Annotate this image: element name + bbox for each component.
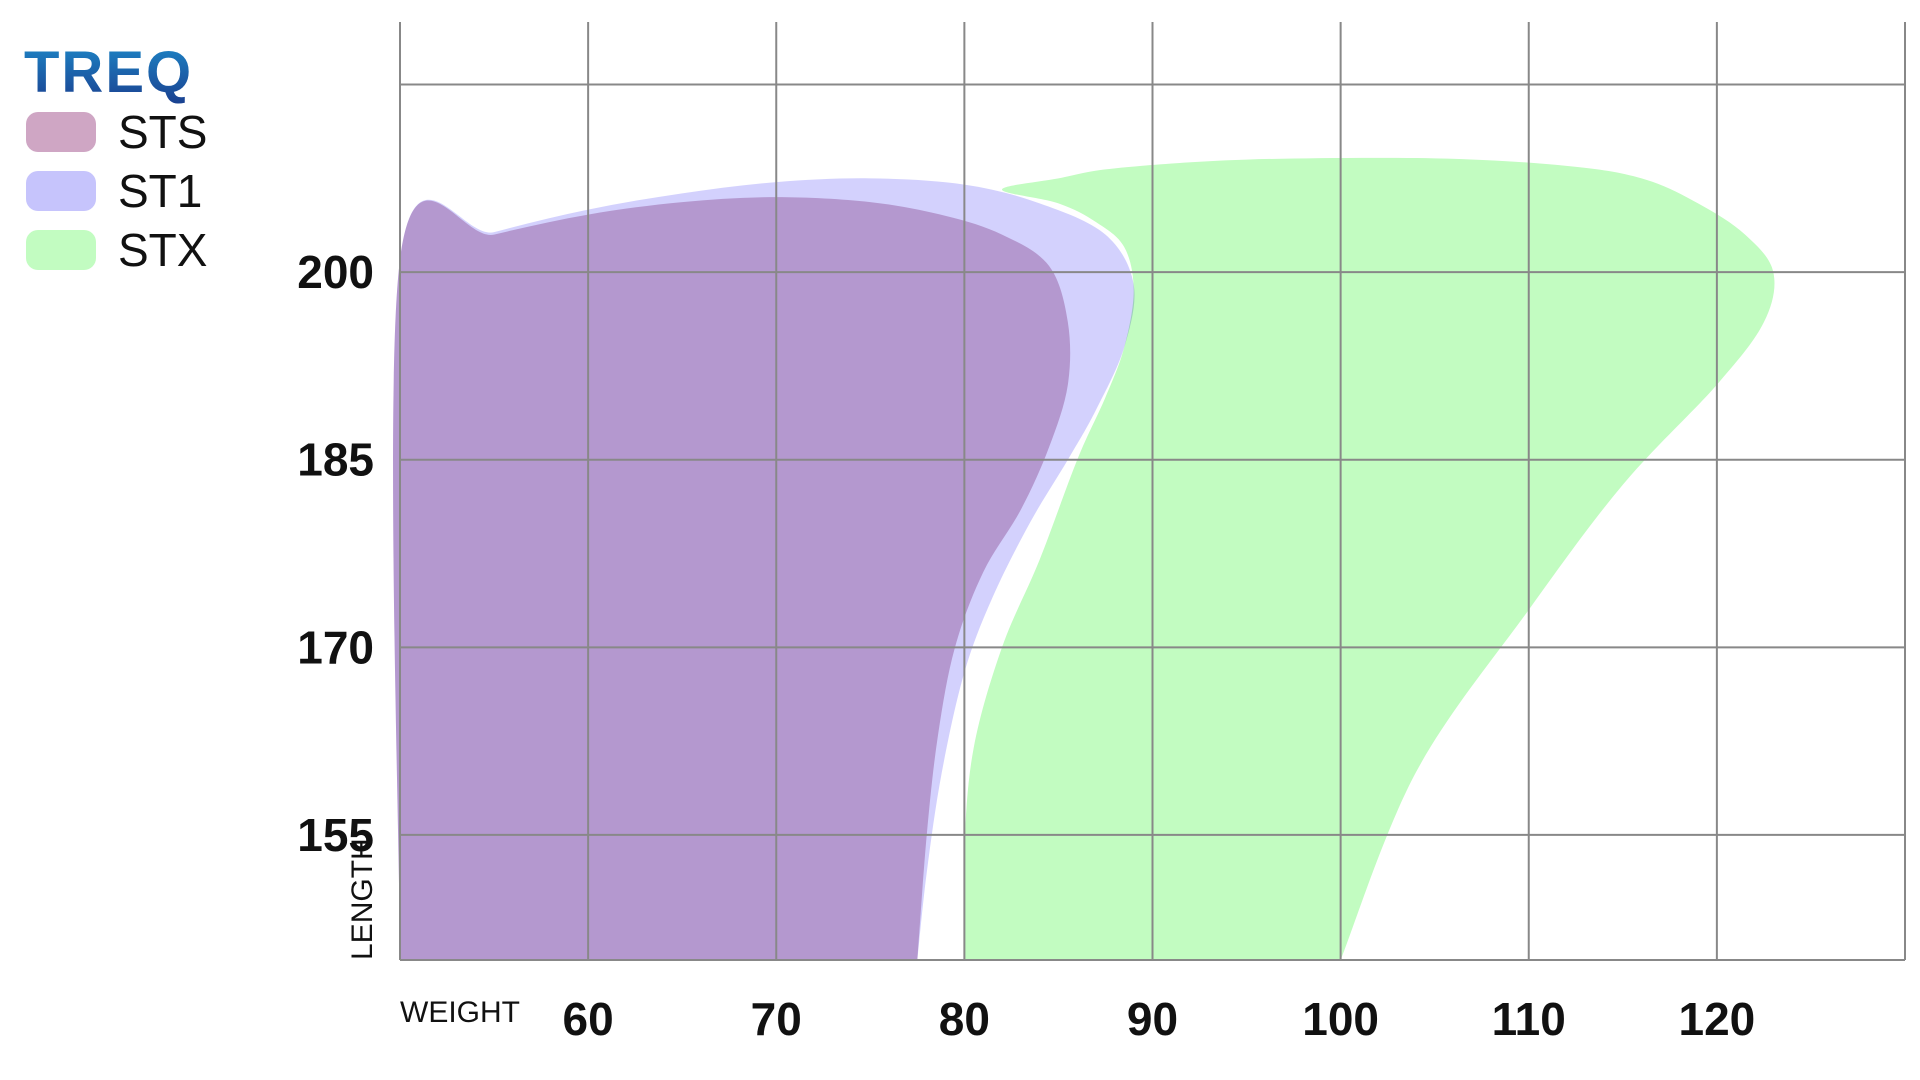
area-stx [963,157,1775,961]
treq-logo: TREQ [24,40,193,105]
y-tick-label: 200 [297,246,374,298]
x-tick-label: 100 [1302,993,1379,1045]
tick-labels: 60 70 80 90 100 110 120 155 170 185 200 [297,246,1755,1045]
legend-label-st1: ST1 [118,165,202,217]
x-axis-title: WEIGHT [400,996,520,1029]
y-tick-label: 170 [297,621,374,673]
x-tick-label: 80 [939,993,990,1045]
legend: STS ST1 STX [26,106,207,276]
x-tick-label: 70 [751,993,802,1045]
legend-swatch-st1 [26,171,96,211]
x-tick-label: 90 [1127,993,1178,1045]
y-axis-title: LENGTH [346,838,379,960]
y-tick-label: 155 [297,809,374,861]
legend-swatch-sts [26,112,96,152]
logo-text: TREQ [24,40,193,105]
x-tick-label: 110 [1492,993,1566,1045]
legend-label-sts: STS [118,106,207,158]
legend-label-stx: STX [118,224,207,276]
grid [399,22,1906,961]
y-tick-label: 185 [297,434,374,486]
legend-swatch-stx [26,230,96,270]
x-tick-label: 60 [563,993,614,1045]
series-areas [393,157,1775,961]
area-sts [393,197,1071,961]
x-tick-label: 120 [1679,993,1756,1045]
